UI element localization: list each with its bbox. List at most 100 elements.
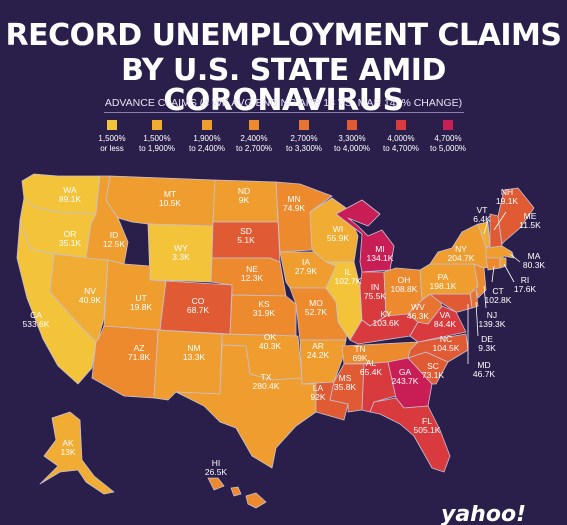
label-RI: RI 17.6K bbox=[514, 275, 537, 294]
state-value-IL: 102.7K bbox=[335, 276, 362, 286]
state-TX bbox=[175, 344, 317, 469]
state-abbr-FL: FL bbox=[422, 416, 432, 426]
state-value-NY: 204.7K bbox=[448, 253, 475, 263]
state-abbr-SD: SD bbox=[240, 226, 252, 236]
label-IL: IL 102.7K bbox=[335, 267, 362, 286]
state-FL bbox=[369, 397, 451, 473]
state-abbr-KY: KY bbox=[380, 309, 392, 319]
legend-item: 4,000% to 4,700% bbox=[377, 120, 425, 154]
label-NY: NY 204.7K bbox=[448, 244, 475, 263]
state-abbr-WI: WI bbox=[333, 224, 343, 234]
state-abbr-IA: IA bbox=[302, 257, 310, 267]
legend-label-line2: to 5,000% bbox=[429, 144, 467, 153]
legend-label-line1: 1,500% bbox=[143, 134, 171, 143]
state-value-ND: 9K bbox=[239, 195, 250, 205]
state-abbr-GA: GA bbox=[399, 367, 412, 377]
label-NE: NE 12.3K bbox=[241, 264, 264, 283]
state-abbr-ID: ID bbox=[110, 230, 119, 240]
legend-label-line2: or less bbox=[100, 144, 124, 153]
state-NM bbox=[153, 329, 223, 401]
label-CT: CT 102.8K bbox=[485, 286, 512, 305]
label-TN: TN 69K bbox=[352, 344, 367, 363]
label-MT: MT 10.5K bbox=[159, 189, 182, 208]
legend-item: 1,500% or less bbox=[88, 120, 136, 154]
state-abbr-TN: TN bbox=[354, 344, 365, 354]
label-MN: MN 74.9K bbox=[283, 194, 306, 213]
callout-line-VT bbox=[483, 219, 489, 235]
label-WV: WV 46.3K bbox=[407, 302, 430, 321]
state-value-WV: 46.3K bbox=[407, 311, 430, 321]
state-abbr-VA: VA bbox=[440, 310, 451, 320]
state-abbr-CO: CO bbox=[192, 296, 205, 306]
state-ME bbox=[497, 187, 535, 245]
legend-label-line1: 2,700% bbox=[290, 134, 318, 143]
state-value-AK: 13K bbox=[60, 447, 75, 457]
callout-line-NJ bbox=[483, 285, 487, 309]
state-value-VT: 6.4K bbox=[473, 214, 491, 224]
state-value-HI: 26.5K bbox=[205, 467, 228, 477]
state-value-AR: 24.2K bbox=[307, 350, 330, 360]
legend-item: 1,500% to 1,900% bbox=[133, 120, 181, 154]
legend-label-line2: to 4,700% bbox=[382, 144, 420, 153]
state-abbr-MN: MN bbox=[287, 194, 300, 204]
legend-item: 2,700% to 3,300% bbox=[280, 120, 328, 154]
state-abbr-WA: WA bbox=[63, 185, 77, 195]
label-HI: HI 26.5K bbox=[205, 458, 228, 477]
label-AR: AR 24.2K bbox=[307, 341, 330, 360]
label-MS: MS 35.8K bbox=[334, 373, 357, 392]
state-abbr-AL: AL bbox=[366, 358, 377, 368]
label-VA: VA 84.4K bbox=[434, 310, 457, 329]
state-abbr-AR: AR bbox=[312, 341, 324, 351]
state-KS bbox=[229, 294, 297, 337]
legend-label-line1: 1,500% bbox=[98, 134, 126, 143]
callout-line-NH bbox=[493, 211, 507, 231]
state-value-NH: 19.1K bbox=[496, 196, 519, 206]
state-value-PA: 198.1K bbox=[430, 281, 457, 291]
state-abbr-PA: PA bbox=[438, 272, 449, 282]
state-abbr-NE: NE bbox=[246, 264, 258, 274]
state-AR bbox=[299, 339, 347, 385]
callout-line-DE bbox=[475, 301, 479, 337]
yahoo-logo: yahoo! bbox=[441, 505, 527, 525]
legend-label-line1: 2,400% bbox=[240, 134, 268, 143]
state-abbr-KS: KS bbox=[258, 299, 270, 309]
state-value-NJ: 139.3K bbox=[479, 319, 506, 329]
state-CT bbox=[485, 257, 501, 271]
legend-swatch bbox=[202, 120, 212, 130]
label-NJ: NJ 139.3K bbox=[479, 310, 506, 329]
state-abbr-AZ: AZ bbox=[134, 343, 145, 353]
label-IA: IA 27.9K bbox=[295, 257, 318, 276]
legend-swatch bbox=[299, 120, 309, 130]
state-value-WA: 89.1K bbox=[59, 194, 82, 204]
legend-label-line2: to 3,300% bbox=[285, 144, 323, 153]
state-value-ME: 11.5K bbox=[519, 220, 541, 230]
state-value-IN: 75.5K bbox=[364, 291, 387, 301]
state-value-MN: 74.9K bbox=[283, 203, 306, 213]
label-WY: WY 3.3K bbox=[172, 243, 190, 262]
state-value-MA: 80.3K bbox=[523, 260, 546, 270]
state-value-NE: 12.3K bbox=[241, 273, 264, 283]
state-value-TN: 69K bbox=[352, 353, 367, 363]
label-PA: PA 198.1K bbox=[430, 272, 457, 291]
state-value-IA: 27.9K bbox=[295, 266, 318, 276]
state-abbr-TX: TX bbox=[261, 372, 272, 382]
label-OK: OK 40.3K bbox=[259, 332, 282, 351]
state-abbr-OH: OH bbox=[398, 275, 411, 285]
state-value-MD: 46.7K bbox=[473, 369, 496, 379]
legend-label-line1: 3,300% bbox=[338, 134, 366, 143]
callout-line-CT bbox=[491, 265, 495, 283]
legend-swatch bbox=[443, 120, 453, 130]
legend-label-line1: 4,000% bbox=[387, 134, 415, 143]
subtitle: ADVANCE CLAIMS (4 WK AVG ENDING APR 18 V… bbox=[104, 97, 463, 109]
state-abbr-NV: NV bbox=[84, 286, 96, 296]
label-SC: SC 73.1K bbox=[422, 361, 445, 380]
legend: 1,500% or less 1,500% to 1,900% 1,900% to 2… bbox=[88, 120, 488, 164]
state-value-NC: 104.5K bbox=[433, 343, 460, 353]
state-value-CO: 68.7K bbox=[187, 305, 210, 315]
label-MO: MO 52.7K bbox=[305, 298, 328, 317]
state-value-FL: 505.1K bbox=[414, 425, 441, 435]
state-value-WY: 3.3K bbox=[172, 252, 190, 262]
state-value-OH: 108.8K bbox=[391, 284, 418, 294]
legend-label-line2: to 4,000% bbox=[333, 144, 371, 153]
label-FL: FL 505.1K bbox=[414, 416, 441, 435]
